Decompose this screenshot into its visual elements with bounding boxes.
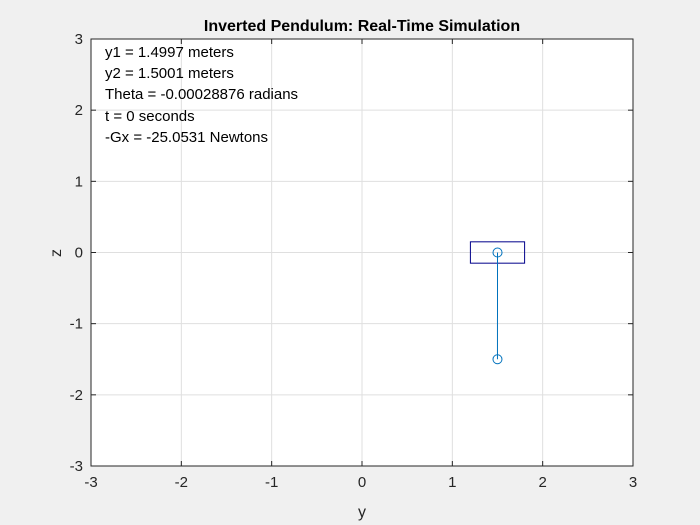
y-tick-label: 3 [75,31,83,48]
pendulum-bob-marker [492,354,503,365]
x-tick-label: 2 [538,474,546,491]
y-tick-label: 1 [75,173,83,190]
axis-ticks [90,38,634,467]
annotation-theta: Theta = -0.00028876 radians [105,86,298,103]
x-axis-label: y [358,504,366,521]
y-tick-label: -1 [70,316,83,333]
y-tick-label: 0 [75,245,83,262]
y-tick-label: 2 [75,102,83,119]
x-tick-label: 0 [358,474,366,491]
pivot-marker [492,247,503,258]
y-tick-label: -2 [70,387,83,404]
tick-labels: -3 -2 -1 0 1 2 3 -3 -2 -1 0 1 2 3 [70,31,638,491]
annotation-y2: y2 = 1.5001 meters [105,65,234,82]
x-tick-label: -3 [84,474,97,491]
pendulum-plot [469,241,526,365]
grid [91,39,633,466]
annotation-block: y1 = 1.4997 meters y2 = 1.5001 meters Th… [105,44,298,146]
y-axis-label: z [48,249,65,257]
x-tick-label: -1 [265,474,278,491]
annotation-time: t = 0 seconds [105,108,195,125]
x-tick-label: -2 [175,474,188,491]
annotation-force: -Gx = -25.0531 Newtons [105,129,268,146]
x-tick-label: 3 [629,474,637,491]
chart-title: Inverted Pendulum: Real-Time Simulation [204,18,520,35]
y-tick-label: -3 [70,458,83,475]
x-tick-label: 1 [448,474,456,491]
annotation-y1: y1 = 1.4997 meters [105,44,234,61]
